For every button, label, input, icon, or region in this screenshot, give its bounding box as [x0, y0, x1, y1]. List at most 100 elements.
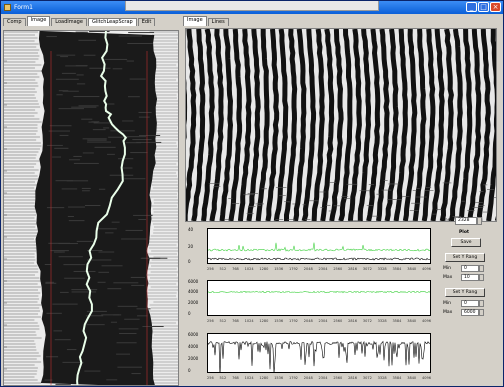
- x-tick: 512: [219, 376, 227, 380]
- app-icon: [4, 4, 11, 11]
- plot-2-chart: [207, 290, 431, 294]
- y1-min-input[interactable]: 0: [461, 265, 479, 272]
- y2-min-input[interactable]: 0: [461, 300, 479, 307]
- window-title: Form1: [14, 4, 33, 11]
- y1-max-label: Max: [443, 275, 453, 280]
- x-tick: 4096: [422, 376, 431, 380]
- plot-2: 6000 4000 2000 0 256 512 768 1024 1280 1536 17…: [185, 278, 435, 328]
- close-button[interactable]: ×: [490, 2, 501, 12]
- line-input[interactable]: 2328: [455, 217, 477, 225]
- y-tick: 0: [188, 368, 191, 373]
- tab-load-image[interactable]: LoadImage: [51, 18, 87, 26]
- x-tick: 3328: [377, 267, 387, 271]
- right-tabs: Image Lines: [183, 16, 503, 26]
- x-tick: 1792: [288, 319, 298, 323]
- right-panel: Image Lines 40 20 0 256 512 768 1024 1280 153…: [183, 16, 503, 386]
- x-tick: 3584: [392, 267, 402, 271]
- x-tick: 1280: [259, 319, 269, 323]
- x-tick: 1792: [288, 267, 298, 271]
- save-button[interactable]: Save: [451, 238, 481, 247]
- x-tick: 1280: [259, 376, 269, 380]
- plot-1-area[interactable]: [207, 228, 431, 264]
- x-tick: 1536: [274, 319, 284, 323]
- line-spinner[interactable]: [477, 217, 482, 225]
- y1-min-spinner[interactable]: [479, 265, 484, 272]
- x-tick: 4096: [422, 267, 431, 271]
- x-tick: 512: [219, 319, 227, 323]
- set-y-range-1-button[interactable]: Set Y Rang: [445, 253, 485, 262]
- x-tick: 1024: [244, 267, 254, 271]
- x-tick: 2816: [348, 267, 358, 271]
- y-tick: 4000: [188, 344, 199, 349]
- maximize-button[interactable]: □: [478, 2, 489, 12]
- x-tick: 768: [232, 319, 239, 323]
- plot-3-area[interactable]: [207, 333, 431, 378]
- plot-2-area[interactable]: [207, 280, 431, 316]
- x-tick: 2560: [333, 319, 343, 323]
- controls-panel: Line: 2328 Plot Save Set Y Rang Min 0 Ma…: [441, 216, 499, 366]
- plot-1: 40 20 0 256 512 768 1024 1280 1536 1792 2048 230…: [185, 226, 435, 276]
- x-tick: 3072: [362, 376, 372, 380]
- seismic-track-image: [4, 31, 178, 385]
- x-tick: 4096: [422, 319, 431, 323]
- plot-1-xticks: 256 512 768 1024 1280 1536 1792 2048 2304 2560 281…: [207, 267, 431, 271]
- x-tick: 3584: [392, 376, 402, 380]
- x-tick: 1280: [259, 267, 269, 271]
- plot-1-chart: [207, 242, 431, 261]
- x-tick: 1536: [274, 376, 284, 380]
- y1-max-spinner[interactable]: [479, 274, 484, 281]
- plot-label: Plot: [459, 230, 470, 235]
- y-tick: 0: [188, 311, 191, 316]
- x-tick: 2304: [318, 267, 328, 271]
- y-tick: 4000: [188, 289, 199, 294]
- plot-3-xticks: 256 512 768 1024 1280 1536 1792 2048 2304 2560 281…: [207, 376, 431, 380]
- x-tick: 2048: [303, 267, 313, 271]
- tab-right-image[interactable]: Image: [183, 16, 207, 26]
- x-tick: 768: [232, 267, 239, 271]
- y2-min-spinner[interactable]: [479, 300, 484, 307]
- x-tick: 3840: [407, 319, 417, 323]
- stripe-image: [186, 29, 496, 221]
- y-tick: 2000: [188, 356, 199, 361]
- x-tick: 2304: [318, 376, 328, 380]
- x-tick: 3840: [407, 376, 417, 380]
- x-tick: 2048: [303, 376, 313, 380]
- tab-edit[interactable]: Edit: [137, 18, 156, 26]
- stripe-image-view[interactable]: [185, 28, 497, 222]
- y-tick: 6000: [188, 332, 199, 337]
- left-panel: Comp Image LoadImage GlitchLeapScrap Edi…: [3, 16, 179, 386]
- y2-max-spinner[interactable]: [479, 309, 484, 316]
- y-tick: 40: [188, 227, 194, 232]
- minimize-button[interactable]: _: [466, 2, 477, 12]
- x-tick: 768: [232, 376, 239, 380]
- y2-min-label: Min: [443, 301, 451, 306]
- y2-max-input[interactable]: 6000: [461, 309, 479, 316]
- y-tick: 20: [188, 244, 194, 249]
- y1-max-input[interactable]: 10: [461, 274, 479, 281]
- tab-glitch-leap-scrap[interactable]: GlitchLeapScrap: [87, 18, 137, 26]
- x-tick: 2560: [333, 267, 343, 271]
- tab-comp[interactable]: Comp: [3, 18, 26, 26]
- x-tick: 3072: [362, 267, 372, 271]
- x-tick: 1024: [244, 319, 254, 323]
- x-tick: 1792: [288, 376, 298, 380]
- left-tabs: Comp Image LoadImage GlitchLeapScrap Edi…: [3, 16, 179, 26]
- x-tick: 3328: [377, 319, 387, 323]
- x-tick: 3328: [377, 376, 387, 380]
- x-tick: 256: [207, 319, 214, 323]
- tab-lines[interactable]: Lines: [207, 18, 229, 26]
- x-tick: 2304: [318, 319, 328, 323]
- tab-image[interactable]: Image: [26, 16, 51, 26]
- x-tick: 256: [207, 267, 214, 271]
- set-y-range-2-button[interactable]: Set Y Rang: [445, 288, 485, 297]
- left-image-view[interactable]: [3, 30, 179, 386]
- x-tick: 3584: [392, 319, 402, 323]
- plot-3: 6000 4000 2000 0 256 512 768 1024 1280 1536 17…: [185, 331, 435, 386]
- x-tick: 1024: [244, 376, 254, 380]
- y1-min-label: Min: [443, 266, 451, 271]
- x-tick: 512: [219, 267, 227, 271]
- y2-max-label: Max: [443, 310, 453, 315]
- x-tick: 3072: [362, 319, 372, 323]
- plot-2-xticks: 256 512 768 1024 1280 1536 1792 2048 2304 2560 281…: [207, 319, 431, 323]
